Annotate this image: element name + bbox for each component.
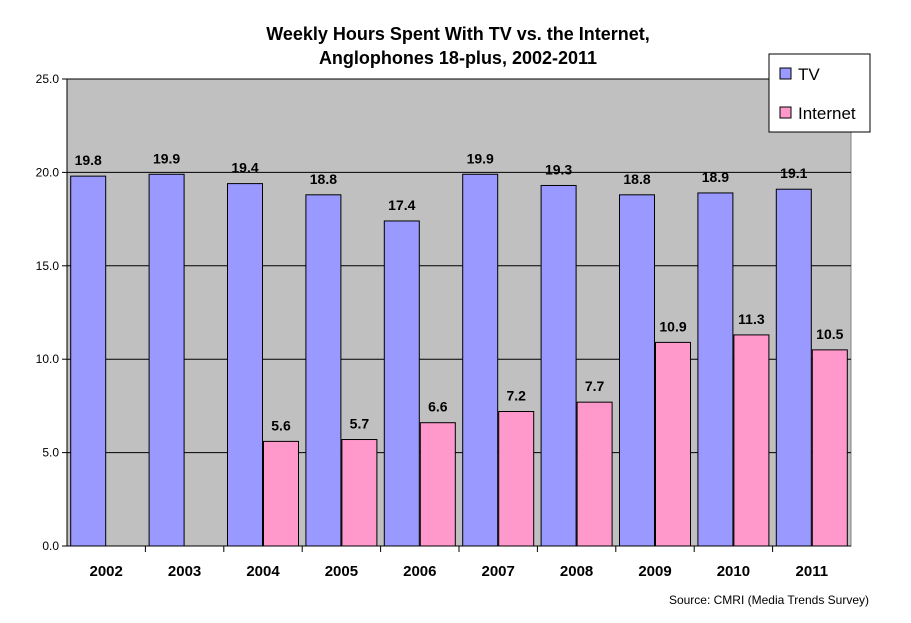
- x-tick-label: 2003: [168, 563, 201, 580]
- tv-bar: [540, 184, 577, 547]
- tv-data-label: 19.8: [75, 152, 102, 168]
- internet-data-label: 10.9: [659, 318, 686, 334]
- x-tick-label: 2011: [796, 563, 829, 580]
- legend-label: TV: [798, 65, 820, 84]
- tv-bar: [383, 220, 420, 547]
- data-labels: 19.8 19.9 19.4 5.6 18.8 5.7 17.4 6.6 19.9 7.2 19.3…: [75, 150, 844, 433]
- tv-data-label: 19.9: [467, 150, 494, 166]
- internet-data-label: 5.6: [271, 417, 291, 433]
- internet-bar: [655, 341, 691, 547]
- y-tick-label: 15.0: [36, 259, 60, 273]
- x-tick-label: 2010: [717, 563, 750, 580]
- tv-data-label: 19.4: [231, 160, 258, 176]
- x-tick-label: 2004: [246, 563, 280, 580]
- source-note: Source: CMRI (Media Trends Survey): [669, 593, 869, 607]
- x-tick-label: 2005: [325, 563, 358, 580]
- x-tick-label: 2002: [90, 563, 123, 580]
- legend-box: [768, 53, 871, 133]
- internet-bar: [811, 349, 848, 547]
- tv-bar: [462, 173, 499, 547]
- tv-data-label: 18.8: [310, 171, 337, 187]
- chart-title-line-2: Anglophones 18-plus, 2002-2011: [319, 48, 597, 68]
- tv-bar: [148, 173, 185, 547]
- tv-data-label: 19.1: [780, 165, 807, 181]
- tv-data-label: 19.3: [545, 161, 572, 177]
- y-tick-label: 0.0: [42, 539, 59, 553]
- legend: TV Internet: [768, 53, 871, 133]
- x-tick-label: 2008: [560, 563, 593, 580]
- internet-bar: [263, 440, 299, 547]
- axes: 0.0 5.0 10.0 15.0 20.0 25.0 2002 2003 2004 2005 20…: [36, 72, 851, 580]
- tv-data-label: 18.9: [702, 169, 729, 185]
- tv-bar: [775, 188, 812, 547]
- x-tick-label: 2007: [482, 563, 515, 580]
- chart-title-line-1: Weekly Hours Spent With TV vs. the Inter…: [266, 24, 650, 44]
- y-tick-label: 10.0: [36, 352, 60, 366]
- y-tick-label: 25.0: [36, 72, 60, 86]
- internet-data-label: 7.7: [585, 378, 605, 394]
- tv-bar: [305, 194, 342, 547]
- x-tick-label: 2006: [403, 563, 436, 580]
- chart-title: Weekly Hours Spent With TV vs. the Inter…: [266, 24, 650, 68]
- internet-data-label: 7.2: [506, 388, 526, 404]
- legend-swatch: [779, 106, 792, 119]
- y-tick-label: 20.0: [36, 165, 60, 179]
- y-tick-label: 5.0: [42, 446, 59, 460]
- tv-data-label: 17.4: [388, 197, 415, 213]
- internet-data-label: 5.7: [350, 416, 370, 432]
- internet-bar: [341, 439, 378, 547]
- tv-bar: [70, 175, 107, 547]
- internet-data-label: 11.3: [738, 311, 765, 327]
- internet-bar: [498, 411, 535, 547]
- internet-data-label: 6.6: [428, 399, 448, 415]
- tv-data-label: 18.8: [623, 171, 650, 187]
- tv-bar: [697, 192, 734, 547]
- tv-bar: [227, 183, 263, 547]
- tv-bar: [619, 194, 655, 547]
- internet-data-label: 10.5: [816, 326, 843, 342]
- legend-label: Internet: [798, 104, 856, 123]
- bars: [70, 173, 848, 547]
- legend-swatch: [779, 67, 792, 80]
- internet-bar: [576, 401, 613, 547]
- x-tick-label: 2009: [638, 563, 671, 580]
- tv-data-label: 19.9: [153, 150, 180, 166]
- internet-bar: [419, 422, 456, 547]
- internet-bar: [733, 334, 770, 547]
